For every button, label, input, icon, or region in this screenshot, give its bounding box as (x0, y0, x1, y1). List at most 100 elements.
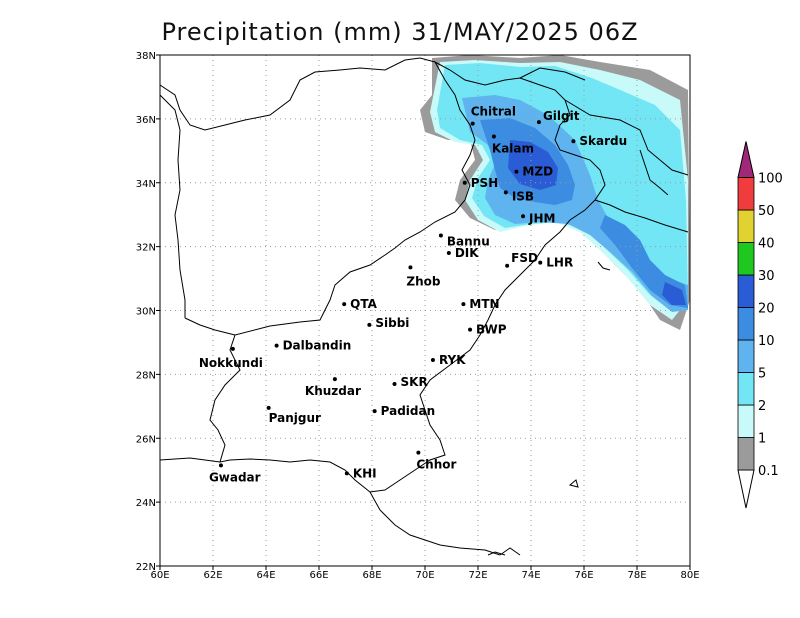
city-dot (438, 233, 443, 238)
city-label: JHM (528, 211, 555, 225)
legend-swatch (737, 339, 755, 373)
x-tick-label: 72E (468, 570, 487, 581)
x-tick-label: 80E (680, 570, 699, 581)
city-label: Chitral (471, 105, 516, 119)
city-label: Gwadar (209, 470, 261, 484)
legend-label: 40 (758, 237, 775, 252)
x-axis-ticks: 60E 62E 64E 66E 68E 70E 72E 74E 76E 78E 80E (150, 566, 700, 581)
legend-max-arrow (737, 141, 755, 178)
x-tick-label: 66E (309, 570, 328, 581)
city-dot (571, 139, 576, 144)
city-dot (416, 450, 421, 455)
city-dot (430, 358, 435, 363)
city-label: Padidan (381, 404, 436, 418)
legend-swatch (737, 242, 755, 276)
city-dot (491, 134, 496, 139)
city-dot (514, 169, 519, 174)
y-tick-label: 28N (136, 370, 156, 381)
city-label: MTN (469, 297, 499, 311)
city-label: QTA (350, 297, 377, 311)
city-label: BWP (476, 323, 507, 337)
city-dot (446, 251, 451, 256)
legend-label: 20 (758, 302, 775, 317)
y-tick-label: 36N (136, 115, 156, 126)
legend-label: 5 (758, 367, 766, 382)
legend-label: 0.1 (758, 464, 779, 479)
y-axis-ticks: 22N 24N 26N 28N 30N 32N 34N 36N 38N (136, 51, 160, 573)
city-label: MZD (522, 165, 553, 179)
legend-swatch (737, 372, 755, 406)
city-dot (274, 343, 279, 348)
city-dot (470, 121, 475, 126)
map-grid (160, 55, 690, 566)
y-tick-label: 32N (136, 243, 156, 254)
legend-swatch (737, 209, 755, 243)
city-dot (461, 302, 466, 307)
city-dot (538, 260, 543, 265)
city-dot (536, 120, 541, 125)
y-tick-label: 30N (136, 307, 156, 318)
city-label: FSD (511, 251, 538, 265)
x-tick-label: 76E (574, 570, 593, 581)
city-dot (392, 381, 397, 386)
legend-swatch (737, 177, 755, 211)
city-label: Sibbi (375, 316, 409, 330)
legend-label: 10 (758, 334, 775, 349)
legend-min-arrow (737, 469, 755, 509)
city-dot (230, 346, 235, 351)
city-label: Zhob (406, 274, 440, 288)
legend-swatch (737, 404, 755, 438)
city-label: LHR (546, 256, 573, 270)
country-borders (159, 57, 689, 556)
y-tick-label: 24N (136, 498, 156, 509)
x-tick-label: 68E (362, 570, 381, 581)
city-label: Panjgur (269, 411, 321, 425)
city-label: Bannu (447, 234, 490, 248)
y-tick-label: 22N (136, 562, 156, 573)
precipitation-legend: 0.1 1 2 5 10 20 30 40 50 100 (737, 141, 783, 509)
city-label: Dalbandin (283, 339, 352, 353)
legend-label: 30 (758, 269, 775, 284)
city-label: DIK (455, 246, 479, 260)
city-label: RYK (439, 353, 466, 367)
legend-label: 50 (758, 204, 775, 219)
x-tick-label: 62E (203, 570, 222, 581)
city-label: Chhor (416, 458, 456, 472)
city-dot (266, 405, 271, 410)
precipitation-field (420, 55, 690, 330)
city-dot (332, 377, 337, 382)
city-label: Khuzdar (305, 384, 361, 398)
map-title: Precipitation (mm) 31/MAY/2025 06Z (161, 18, 639, 46)
x-tick-label: 78E (627, 570, 646, 581)
city-label: ISB (512, 189, 534, 203)
legend-label: 2 (758, 399, 766, 414)
x-tick-label: 60E (150, 570, 169, 581)
city-dot (344, 471, 349, 476)
city-dot (367, 322, 372, 327)
x-tick-label: 64E (256, 570, 275, 581)
city-label: Nokkundi (199, 356, 263, 370)
legend-swatch (737, 437, 755, 471)
city-label: Gilgit (543, 109, 580, 123)
city-dot (503, 190, 508, 195)
city-label: SKR (401, 375, 428, 389)
city-label: KHI (353, 466, 377, 480)
city-markers: Chitral Gilgit Kalam Skardu MZD PSH ISB JHM Bann… (199, 105, 627, 485)
legend-label: 100 (758, 172, 783, 187)
city-dot (218, 463, 223, 468)
x-tick-label: 70E (415, 570, 434, 581)
y-tick-label: 38N (136, 51, 156, 62)
legend-swatch (737, 307, 755, 341)
city-dot (462, 180, 467, 185)
city-dot (408, 265, 413, 270)
city-label: Kalam (492, 141, 534, 155)
city-dot (468, 327, 473, 332)
city-dot (342, 302, 347, 307)
y-tick-label: 26N (136, 434, 156, 445)
city-dot (505, 263, 510, 268)
city-dot (372, 409, 377, 414)
legend-label: 1 (758, 432, 766, 447)
city-dot (521, 214, 526, 219)
city-label: Skardu (579, 134, 627, 148)
